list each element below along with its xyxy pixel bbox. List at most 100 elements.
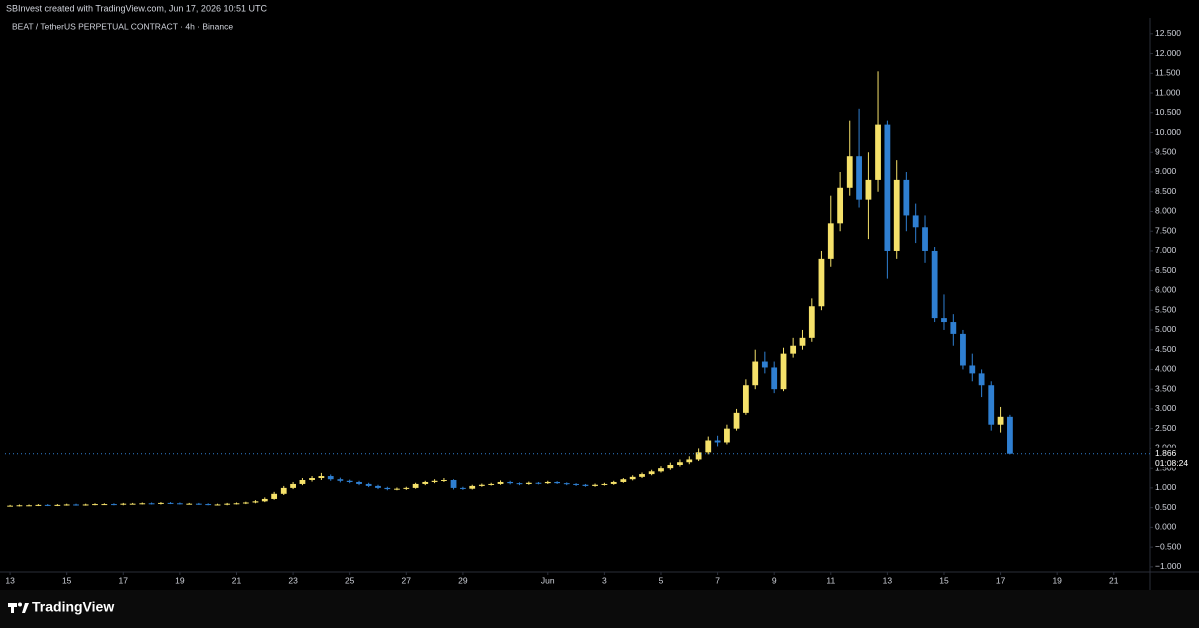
y-tick-label: 3.500	[1155, 383, 1177, 393]
candle-body	[846, 156, 853, 188]
candle-body	[724, 428, 730, 443]
candle-body	[714, 440, 721, 443]
candle-body	[677, 462, 683, 465]
last-price-label: 1.866	[1155, 448, 1177, 458]
candle-body	[375, 485, 381, 488]
candle-body	[195, 503, 202, 505]
candle-body	[903, 179, 910, 216]
candle-body	[82, 504, 89, 506]
x-tick-label: 25	[345, 575, 355, 585]
y-tick-label: 11.000	[1155, 87, 1181, 97]
y-tick-label: 3.000	[1155, 403, 1177, 413]
y-tick-label: 9.000	[1155, 166, 1177, 176]
x-tick-label: 29	[458, 575, 468, 585]
x-tick-label: 7	[715, 575, 720, 585]
candle-body	[148, 503, 155, 505]
y-tick-label: 2.000	[1155, 443, 1177, 453]
x-tick-label: 5	[659, 575, 664, 585]
y-tick-label: 5.000	[1155, 324, 1177, 334]
y-tick-label: 7.500	[1155, 225, 1177, 235]
candle-body	[261, 498, 268, 502]
y-tick-label: 11.500	[1155, 68, 1181, 78]
x-tick-label: 17	[996, 575, 1006, 585]
y-tick-label: 2.500	[1155, 423, 1177, 433]
candle-body	[761, 361, 768, 368]
candle-body	[771, 367, 778, 390]
y-tick-label: 12.000	[1155, 48, 1181, 58]
candle-body	[318, 476, 325, 479]
candle-body	[111, 504, 117, 506]
y-tick-label: 5.500	[1155, 304, 1177, 314]
candle-body	[459, 487, 466, 489]
footer-bar	[0, 590, 1199, 628]
candle-body	[205, 504, 212, 506]
candle-body	[535, 482, 542, 484]
candle-body	[441, 479, 447, 481]
candle-body	[450, 479, 457, 488]
y-tick-label: 4.000	[1155, 364, 1177, 374]
candle-body	[309, 478, 315, 480]
candle-body	[827, 223, 834, 259]
x-tick-label: 9	[772, 575, 777, 585]
candle-body	[299, 479, 306, 484]
candle-body	[356, 481, 362, 484]
x-tick-label: 15	[939, 575, 949, 585]
y-tick-label: 10.000	[1155, 127, 1181, 137]
x-tick-label: 23	[288, 575, 298, 585]
candle-body	[808, 306, 815, 338]
candle-body	[497, 481, 504, 484]
x-tick-label: 21	[1109, 575, 1119, 585]
candle-body	[742, 385, 749, 413]
x-tick-label: 19	[1052, 575, 1062, 585]
candle-body	[431, 480, 438, 482]
y-tick-label: −0.500	[1155, 541, 1182, 551]
candle-body	[931, 250, 938, 319]
candle-body	[488, 483, 495, 485]
candle-body	[158, 502, 164, 504]
candle-body	[327, 476, 334, 480]
candle-body	[233, 503, 240, 505]
candle-body	[592, 484, 598, 486]
x-tick-label: 3	[602, 575, 607, 585]
x-tick-label: Jun	[541, 575, 555, 585]
candle-body	[610, 481, 617, 484]
candle-body	[44, 504, 51, 506]
candle-body	[73, 504, 79, 506]
x-tick-label: 13	[883, 575, 893, 585]
y-tick-label: 7.000	[1155, 245, 1177, 255]
x-tick-label: 13	[5, 575, 15, 585]
y-tick-label: 0.000	[1155, 522, 1177, 532]
y-tick-label: 0.500	[1155, 502, 1177, 512]
candle-body	[384, 487, 391, 490]
candle-body	[394, 488, 400, 490]
brand-logo	[8, 602, 29, 613]
candle-body	[403, 487, 410, 489]
y-tick-label: 1.000	[1155, 482, 1177, 492]
last-price-box	[1151, 447, 1198, 468]
credit: SBInvest created with TradingView.com, J…	[6, 3, 267, 13]
candle-body	[667, 464, 674, 469]
chart-title: BEAT / TetherUS PERPETUAL CONTRACT · 4h …	[12, 21, 233, 31]
y-tick-label: 10.500	[1155, 107, 1181, 117]
candle-body	[280, 487, 287, 494]
x-tick-label: 21	[232, 575, 242, 585]
candle-body	[516, 483, 523, 485]
y-tick-label: 6.000	[1155, 285, 1177, 295]
candle-body	[695, 452, 702, 460]
candle-body	[997, 416, 1004, 425]
candle-body	[252, 501, 259, 503]
x-tick-label: 15	[62, 575, 72, 585]
y-tick-label: 8.000	[1155, 206, 1177, 216]
candle-body	[790, 345, 797, 354]
candle-body	[176, 503, 183, 505]
candle-body	[941, 318, 947, 323]
candle-body	[214, 504, 221, 506]
x-tick-label: 17	[119, 575, 129, 585]
candle-body	[629, 476, 636, 480]
candle-body	[922, 227, 928, 251]
candle-body	[705, 440, 712, 453]
countdown-label: 01:08:24	[1155, 458, 1188, 468]
x-tick-label: 27	[402, 575, 412, 585]
